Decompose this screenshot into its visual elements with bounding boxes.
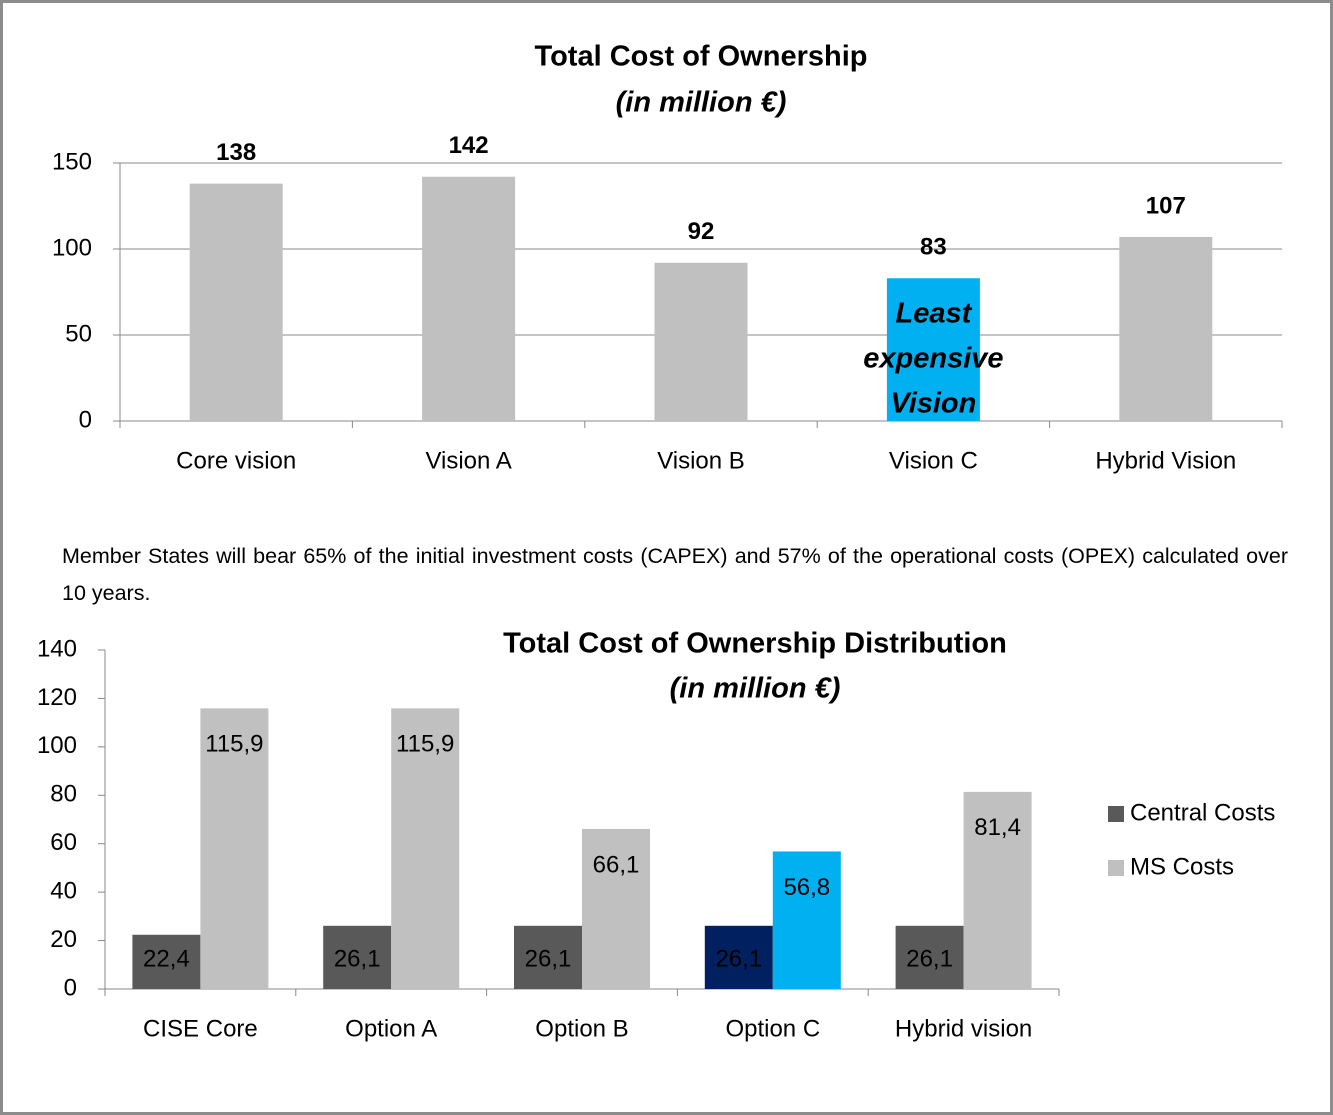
y-tick-label: 120 — [37, 684, 77, 711]
chart-subtitle: (in million €) — [670, 673, 841, 705]
data-label: 26,1 — [906, 945, 953, 972]
y-tick-label: 80 — [50, 781, 77, 808]
data-label: 107 — [1146, 192, 1186, 219]
data-label: 92 — [688, 218, 715, 245]
data-label: 26,1 — [334, 945, 381, 972]
data-label: 83 — [920, 234, 947, 261]
data-label: 142 — [449, 132, 489, 159]
bar — [200, 708, 269, 989]
bar — [391, 708, 460, 989]
y-tick-label: 100 — [37, 732, 77, 759]
paragraph: Member States will bear 65% of the initi… — [62, 544, 1288, 605]
bar — [1119, 236, 1213, 421]
x-tick-label: Core vision — [176, 447, 296, 474]
data-label: 66,1 — [593, 851, 640, 878]
data-label: 56,8 — [783, 874, 830, 901]
chart-title: Total Cost of Ownership Distribution — [503, 628, 1007, 660]
x-tick-label: Option B — [535, 1015, 628, 1042]
legend-swatch — [1108, 806, 1124, 822]
y-tick-label: 0 — [64, 974, 77, 1001]
bar — [323, 925, 392, 989]
bar — [654, 262, 748, 421]
data-label: 26,1 — [715, 945, 762, 972]
chart-title: Total Cost of Ownership — [535, 41, 868, 73]
y-tick-label: 140 — [37, 635, 77, 662]
x-tick-label: Vision C — [889, 447, 978, 474]
annotation: Least — [896, 298, 973, 330]
data-label: 115,9 — [205, 731, 263, 758]
bar — [422, 176, 516, 421]
y-tick-label: 40 — [50, 877, 77, 904]
legend-label: Central Costs — [1130, 799, 1275, 826]
bar — [704, 925, 773, 989]
bar — [772, 851, 841, 989]
annotation: Vision — [890, 388, 976, 420]
chart-subtitle: (in million €) — [616, 87, 787, 119]
x-tick-label: Hybrid vision — [895, 1015, 1032, 1042]
x-tick-label: CISE Core — [143, 1015, 258, 1042]
bar — [582, 828, 650, 989]
data-label: 81,4 — [974, 814, 1021, 841]
annotation: expensive — [863, 343, 1003, 375]
bar — [895, 925, 964, 989]
x-tick-label: Vision A — [425, 447, 511, 474]
bar — [886, 278, 980, 421]
data-label: 138 — [216, 139, 256, 166]
x-tick-label: Vision B — [657, 447, 745, 474]
y-tick-label: 100 — [52, 234, 92, 261]
x-tick-label: Hybrid Vision — [1095, 447, 1236, 474]
y-tick-label: 50 — [65, 320, 92, 347]
y-tick-label: 20 — [50, 926, 77, 953]
legend-label: MS Costs — [1130, 853, 1234, 880]
y-tick-label: 0 — [79, 406, 92, 433]
data-label: 115,9 — [396, 731, 454, 758]
y-tick-label: 150 — [52, 148, 92, 175]
data-label: 26,1 — [525, 945, 572, 972]
x-tick-label: Option C — [725, 1015, 820, 1042]
legend-swatch — [1108, 860, 1124, 876]
bar — [189, 183, 283, 421]
bar — [132, 934, 201, 989]
x-tick-label: Option A — [345, 1015, 437, 1042]
data-label: 22,4 — [143, 945, 190, 972]
bar — [963, 791, 1032, 989]
bar — [514, 925, 582, 989]
y-tick-label: 60 — [50, 829, 77, 856]
